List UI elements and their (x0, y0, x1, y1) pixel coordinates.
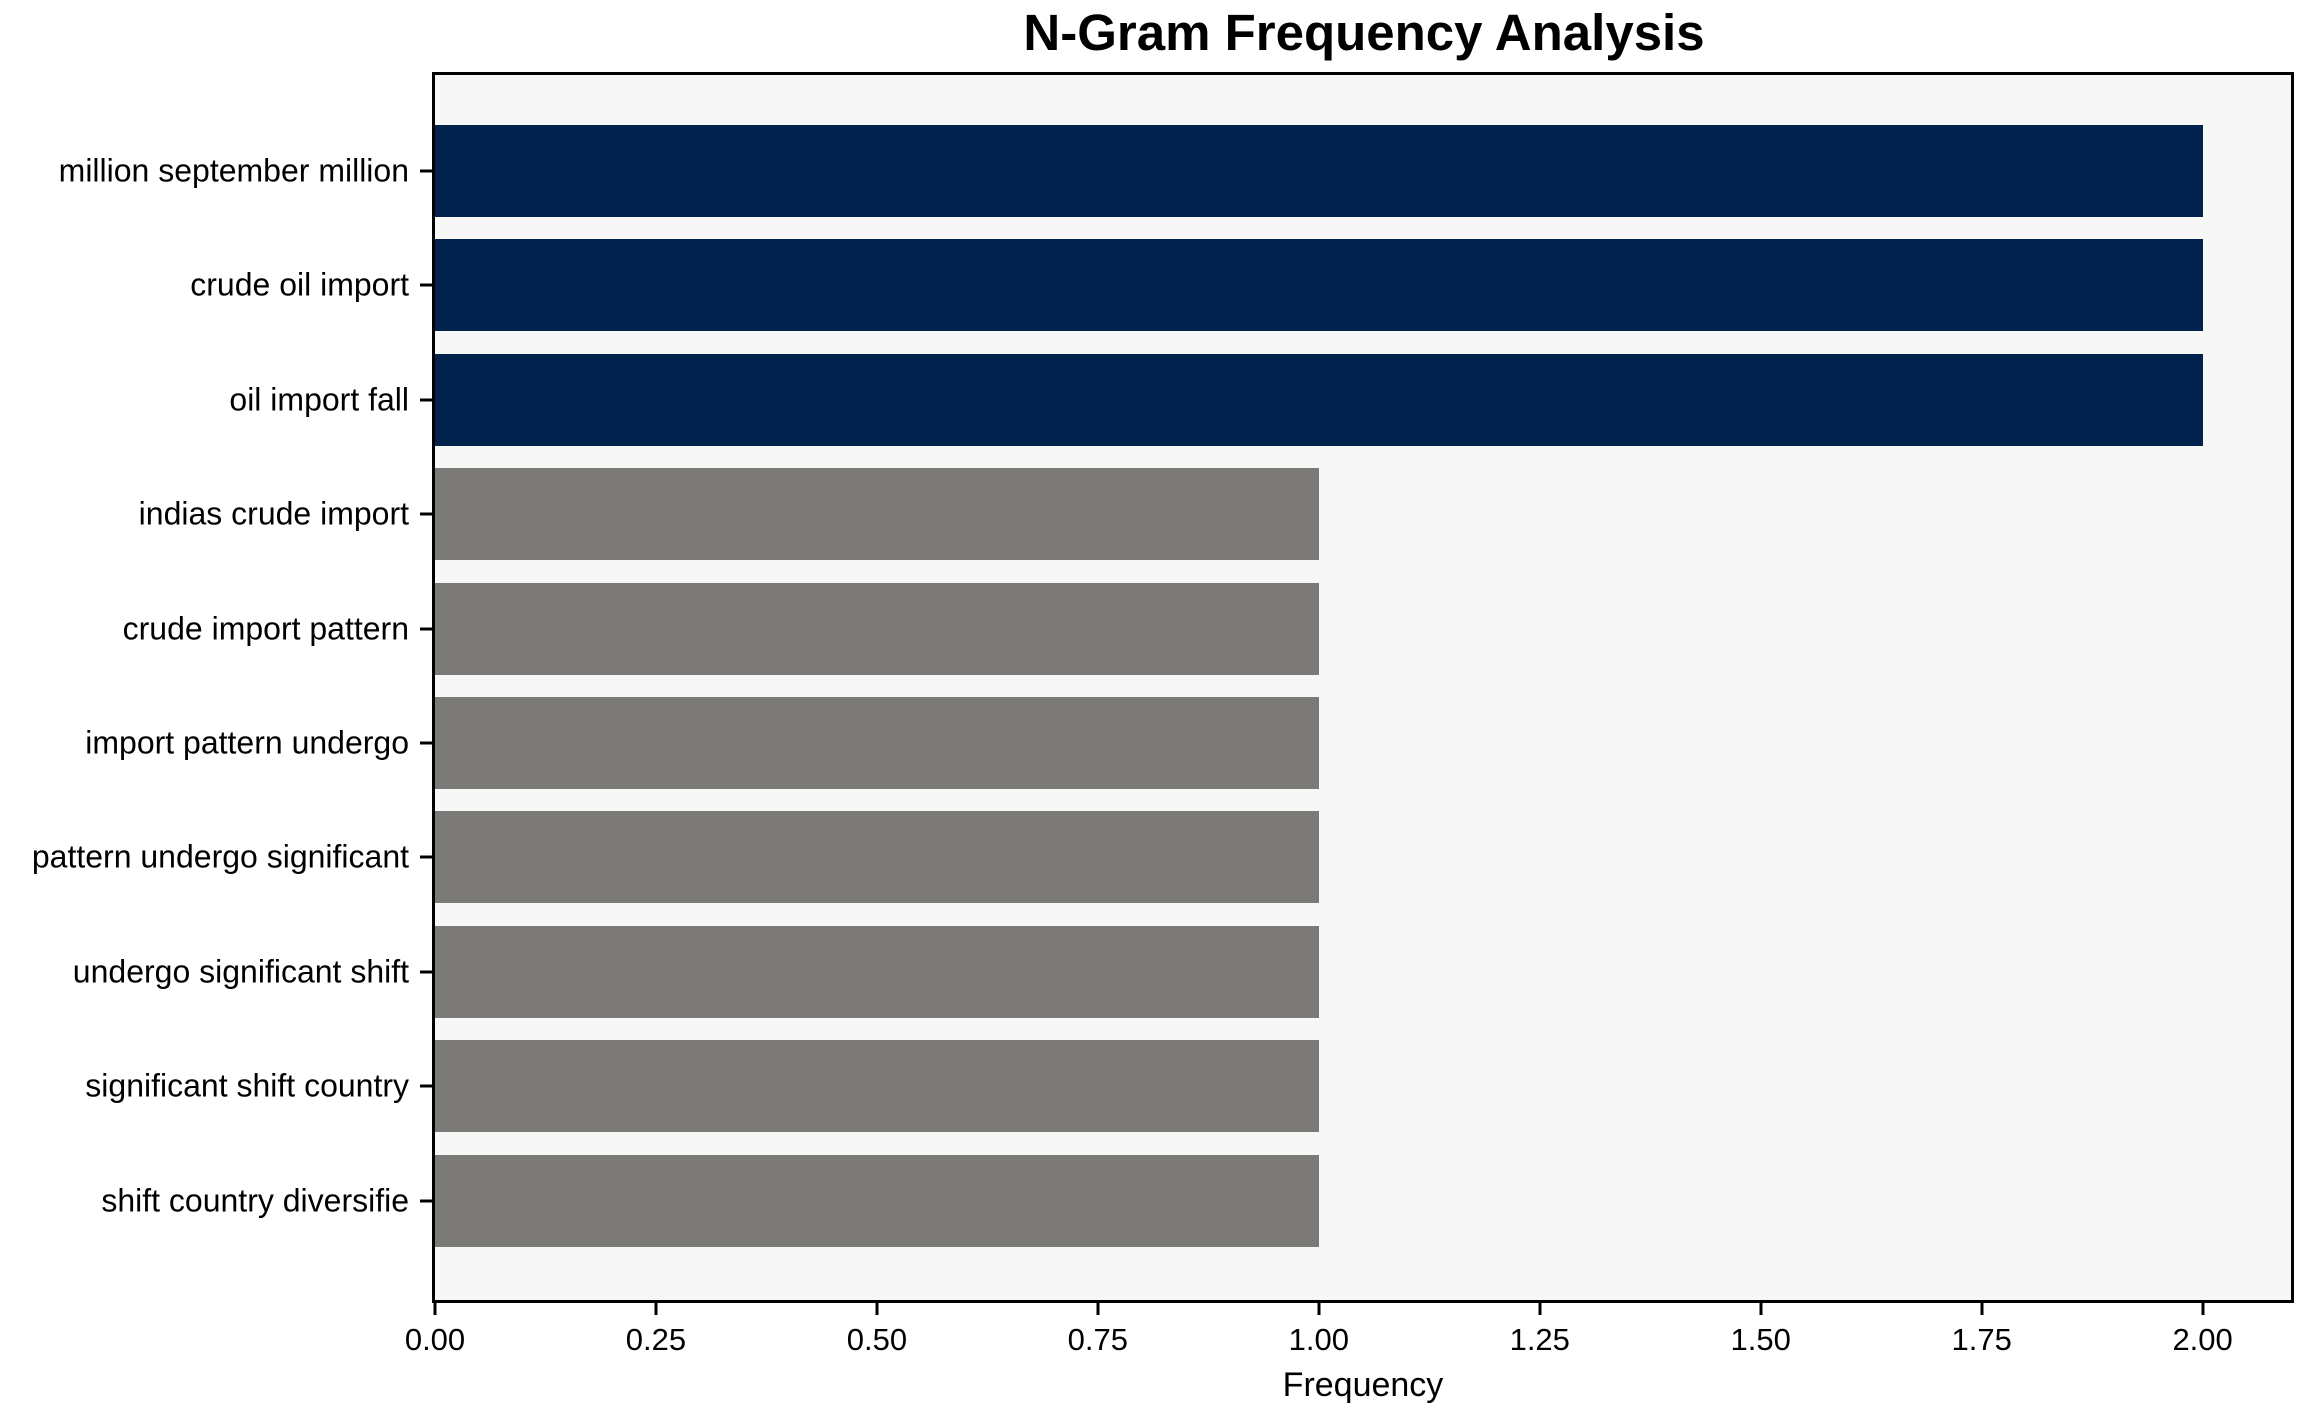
bar-3 (435, 353, 2203, 446)
y-tick-mark (420, 627, 432, 631)
x-tick-label: 1.75 (1951, 1322, 2012, 1357)
x-tick-mark (433, 1303, 437, 1315)
x-tick-mark (654, 1303, 658, 1315)
x-tick-label: 0.00 (404, 1322, 466, 1357)
x-tick-mark (1980, 1303, 1984, 1315)
plot-area: million september million crude oil impor… (32, 72, 2294, 1357)
y-tick-mark (420, 512, 432, 516)
x-tick-label: 0.75 (1067, 1322, 1129, 1357)
x-tick-mark (1538, 1303, 1542, 1315)
bar-10 (435, 1154, 1319, 1247)
y-tick-label: crude oil import (190, 266, 409, 303)
x-tick-label: 2.00 (2172, 1322, 2233, 1357)
y-tick-mark (420, 970, 432, 974)
bar-4 (435, 468, 1319, 561)
x-tick-label: 1.50 (1730, 1322, 1791, 1357)
bar-6 (435, 697, 1319, 789)
y-tick-label: million september million (58, 152, 409, 189)
x-tick-mark (875, 1303, 879, 1315)
bar-8 (435, 925, 1319, 1018)
y-tick-mark (420, 169, 432, 173)
bar-1 (435, 125, 2203, 217)
y-tick-mark (420, 741, 432, 745)
y-tick-mark (420, 1199, 432, 1203)
x-tick-label: 0.50 (846, 1322, 908, 1357)
x-tick-mark (1759, 1303, 1763, 1315)
x-axis-label: Frequency (1282, 1366, 1444, 1404)
y-tick-label: crude import pattern (122, 610, 409, 647)
x-tick-label: 0.25 (625, 1322, 687, 1357)
y-tick-label: undergo significant shift (72, 953, 409, 990)
bar-9 (435, 1040, 1319, 1133)
y-tick-mark (420, 1084, 432, 1088)
x-tick-label: 1.25 (1509, 1322, 1570, 1357)
y-tick-mark (420, 283, 432, 287)
y-tick-label: significant shift country (85, 1067, 409, 1104)
bar-7 (435, 811, 1319, 904)
bar-5 (435, 582, 1319, 675)
y-tick-label: oil import fall (229, 381, 409, 418)
y-tick-label: import pattern undergo (85, 724, 409, 761)
y-tick-mark (420, 398, 432, 402)
bar-2 (435, 239, 2203, 332)
y-tick-label: indias crude import (138, 495, 409, 532)
y-tick-mark (420, 855, 432, 859)
x-tick-label: 1.00 (1288, 1322, 1349, 1357)
y-tick-label: pattern undergo significant (31, 838, 409, 875)
x-tick-mark (1317, 1303, 1321, 1315)
x-tick-mark (1096, 1303, 1100, 1315)
y-tick-label: shift country diversifie (101, 1182, 409, 1219)
chart-title: N-Gram Frequency Analysis (1023, 4, 1705, 61)
x-tick-mark (2201, 1303, 2205, 1315)
